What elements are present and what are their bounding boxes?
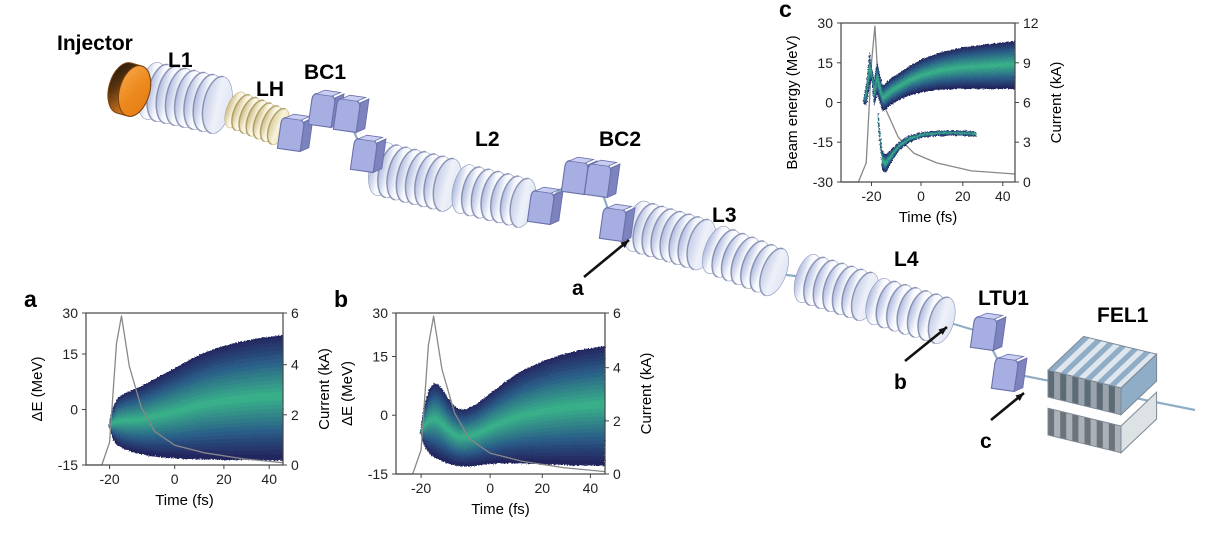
svg-text:20: 20 xyxy=(955,188,971,204)
svg-text:-15: -15 xyxy=(368,466,388,482)
svg-text:6: 6 xyxy=(1023,95,1031,111)
svg-text:15: 15 xyxy=(817,55,833,71)
svg-text:0: 0 xyxy=(613,466,621,482)
svg-text:0: 0 xyxy=(291,457,299,473)
svg-text:4: 4 xyxy=(613,360,621,376)
svg-text:a: a xyxy=(572,277,584,300)
svg-text:c: c xyxy=(980,430,992,453)
svg-text:0: 0 xyxy=(1023,174,1031,190)
svg-text:20: 20 xyxy=(535,480,551,496)
svg-text:40: 40 xyxy=(261,471,277,487)
svg-text:30: 30 xyxy=(372,305,388,321)
svg-text:a: a xyxy=(24,286,37,312)
svg-text:0: 0 xyxy=(486,480,494,496)
svg-text:BC2: BC2 xyxy=(599,128,641,151)
svg-text:-20: -20 xyxy=(411,480,431,496)
svg-text:b: b xyxy=(894,371,907,394)
svg-text:ΔE (MeV): ΔE (MeV) xyxy=(339,361,356,426)
svg-text:2: 2 xyxy=(613,413,621,429)
svg-text:Time (fs): Time (fs) xyxy=(471,501,530,518)
svg-text:0: 0 xyxy=(380,407,388,423)
svg-text:3: 3 xyxy=(1023,134,1031,150)
svg-text:0: 0 xyxy=(825,95,833,111)
svg-text:20: 20 xyxy=(216,471,232,487)
svg-text:L3: L3 xyxy=(712,204,737,227)
svg-text:0: 0 xyxy=(70,402,78,418)
svg-text:L1: L1 xyxy=(168,49,193,72)
svg-text:BC1: BC1 xyxy=(304,61,346,84)
svg-text:ΔE (MeV): ΔE (MeV) xyxy=(29,356,46,421)
svg-text:Current (kA): Current (kA) xyxy=(1048,62,1065,144)
svg-text:4: 4 xyxy=(291,357,299,373)
svg-text:9: 9 xyxy=(1023,55,1031,71)
svg-text:L2: L2 xyxy=(475,128,500,151)
svg-text:Injector: Injector xyxy=(57,32,133,55)
svg-text:Current (kA): Current (kA) xyxy=(316,348,333,430)
svg-text:30: 30 xyxy=(62,305,78,321)
svg-text:12: 12 xyxy=(1023,15,1039,31)
svg-text:L4: L4 xyxy=(894,248,919,271)
svg-text:LTU1: LTU1 xyxy=(978,287,1029,310)
svg-text:40: 40 xyxy=(995,188,1011,204)
svg-text:15: 15 xyxy=(62,346,78,362)
svg-text:-30: -30 xyxy=(813,174,833,190)
svg-text:b: b xyxy=(334,286,348,312)
svg-text:6: 6 xyxy=(613,305,621,321)
svg-text:2: 2 xyxy=(291,407,299,423)
svg-text:-15: -15 xyxy=(58,457,78,473)
svg-text:0: 0 xyxy=(171,471,179,487)
svg-text:6: 6 xyxy=(291,305,299,321)
svg-text:LH: LH xyxy=(256,78,284,101)
svg-text:0: 0 xyxy=(917,188,925,204)
svg-text:40: 40 xyxy=(583,480,599,496)
svg-text:FEL1: FEL1 xyxy=(1097,304,1149,327)
svg-text:Time (fs): Time (fs) xyxy=(899,209,958,226)
svg-text:15: 15 xyxy=(372,349,388,365)
svg-text:c: c xyxy=(779,0,792,22)
svg-text:30: 30 xyxy=(817,15,833,31)
svg-text:-15: -15 xyxy=(813,134,833,150)
svg-text:Beam energy (MeV): Beam energy (MeV) xyxy=(784,35,801,169)
svg-text:-20: -20 xyxy=(99,471,119,487)
svg-text:Current (kA): Current (kA) xyxy=(638,353,655,435)
svg-text:-20: -20 xyxy=(861,188,881,204)
svg-text:Time (fs): Time (fs) xyxy=(155,492,214,509)
